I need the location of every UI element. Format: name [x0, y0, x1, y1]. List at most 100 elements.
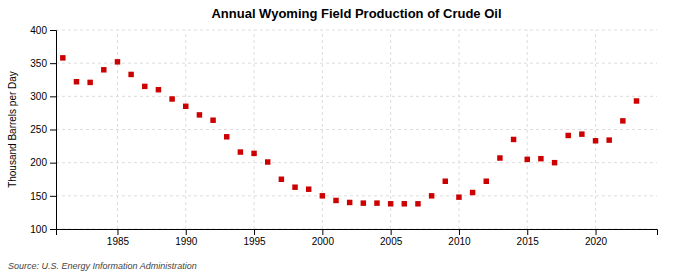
tick-mark — [50, 30, 56, 31]
tick-label: 200 — [30, 157, 47, 168]
point — [115, 59, 120, 64]
point — [470, 190, 475, 195]
y-axis: 100 150 200 250 300 350 400 — [30, 25, 56, 235]
tick: 400 — [30, 25, 56, 36]
point — [251, 151, 256, 156]
tick-label: 150 — [30, 191, 47, 202]
point — [210, 117, 215, 122]
tick-label: 400 — [30, 25, 47, 36]
title: Annual Wyoming Field Production of Crude… — [211, 6, 501, 21]
tick: 2000 — [312, 229, 335, 247]
tick-label: 2000 — [312, 236, 335, 247]
point — [511, 137, 516, 142]
tick-mark — [117, 229, 118, 235]
tick-label: 2005 — [380, 236, 403, 247]
chart: 1985 1990 1995 2000 2005 2010 2015 2020 100 150 20… — [0, 0, 675, 275]
tick: 1995 — [243, 229, 266, 247]
point — [456, 194, 461, 199]
point — [388, 201, 393, 206]
tick: 250 — [30, 124, 56, 135]
point — [634, 98, 639, 103]
grid-line — [56, 195, 657, 196]
point — [620, 118, 625, 123]
grid-line — [527, 30, 528, 229]
point — [197, 112, 202, 117]
tick: 2020 — [585, 229, 608, 247]
point — [429, 193, 434, 198]
tick-label: 2015 — [517, 236, 540, 247]
grid — [56, 30, 657, 229]
tick: 2010 — [448, 229, 471, 247]
chart-container: 1985 1990 1995 2000 2005 2010 2015 2020 100 150 20… — [0, 0, 675, 275]
point — [142, 84, 147, 89]
point — [606, 137, 611, 142]
tick-label: 1990 — [175, 236, 198, 247]
point — [497, 155, 502, 160]
tick: 350 — [30, 58, 56, 69]
point — [524, 157, 529, 162]
grid-line — [56, 96, 657, 97]
point — [402, 201, 407, 206]
tick-mark — [50, 229, 56, 230]
tick: 2015 — [517, 229, 540, 247]
grid-line — [56, 63, 657, 64]
point — [443, 179, 448, 184]
grid-line — [56, 30, 657, 31]
tick: 300 — [30, 91, 56, 102]
tick-mark — [254, 229, 255, 235]
tick-mark — [50, 63, 56, 64]
axis-line — [50, 31, 57, 230]
tick-label: 2020 — [585, 236, 608, 247]
axis-line — [57, 230, 658, 236]
tick-label: 250 — [30, 124, 47, 135]
grid-line — [322, 30, 323, 229]
tick-mark — [322, 229, 323, 235]
point — [374, 200, 379, 205]
grid-line — [390, 30, 391, 229]
tick-label: 350 — [30, 58, 47, 69]
grid-line — [595, 30, 596, 229]
tick-mark — [527, 229, 528, 235]
point — [333, 198, 338, 203]
point — [565, 133, 570, 138]
tick-mark — [186, 229, 187, 235]
point — [347, 200, 352, 205]
point — [60, 55, 65, 60]
tick: 100 — [30, 224, 56, 235]
tick: 2005 — [380, 229, 403, 247]
point — [552, 160, 557, 165]
y-axis-title: Thousand Barrels per Day — [7, 71, 18, 188]
point — [484, 179, 489, 184]
point — [279, 177, 284, 182]
tick-label: 1985 — [107, 236, 130, 247]
tick-mark — [50, 163, 56, 164]
point — [169, 96, 174, 101]
grid-line — [56, 162, 657, 163]
point — [128, 72, 133, 77]
point — [361, 200, 366, 205]
point — [306, 186, 311, 191]
point — [265, 159, 270, 164]
point — [593, 138, 598, 143]
tick-label: 1995 — [243, 236, 266, 247]
tick-mark — [50, 96, 56, 97]
point — [156, 87, 161, 92]
tick-label: 100 — [30, 224, 47, 235]
tick-label: 2010 — [448, 236, 471, 247]
point — [238, 149, 243, 154]
point — [183, 104, 188, 109]
point — [579, 131, 584, 136]
tick-mark — [50, 130, 56, 131]
points — [60, 55, 639, 206]
tick-label: 300 — [30, 91, 47, 102]
source: Source: U.S. Energy Information Administ… — [8, 261, 197, 271]
point — [292, 184, 297, 189]
grid-line — [56, 129, 657, 130]
tick: 150 — [30, 191, 56, 202]
point — [415, 201, 420, 206]
point — [87, 80, 92, 85]
point — [74, 79, 79, 84]
tick: 1990 — [175, 229, 198, 247]
tick: 200 — [30, 157, 56, 168]
tick-mark — [596, 229, 597, 235]
